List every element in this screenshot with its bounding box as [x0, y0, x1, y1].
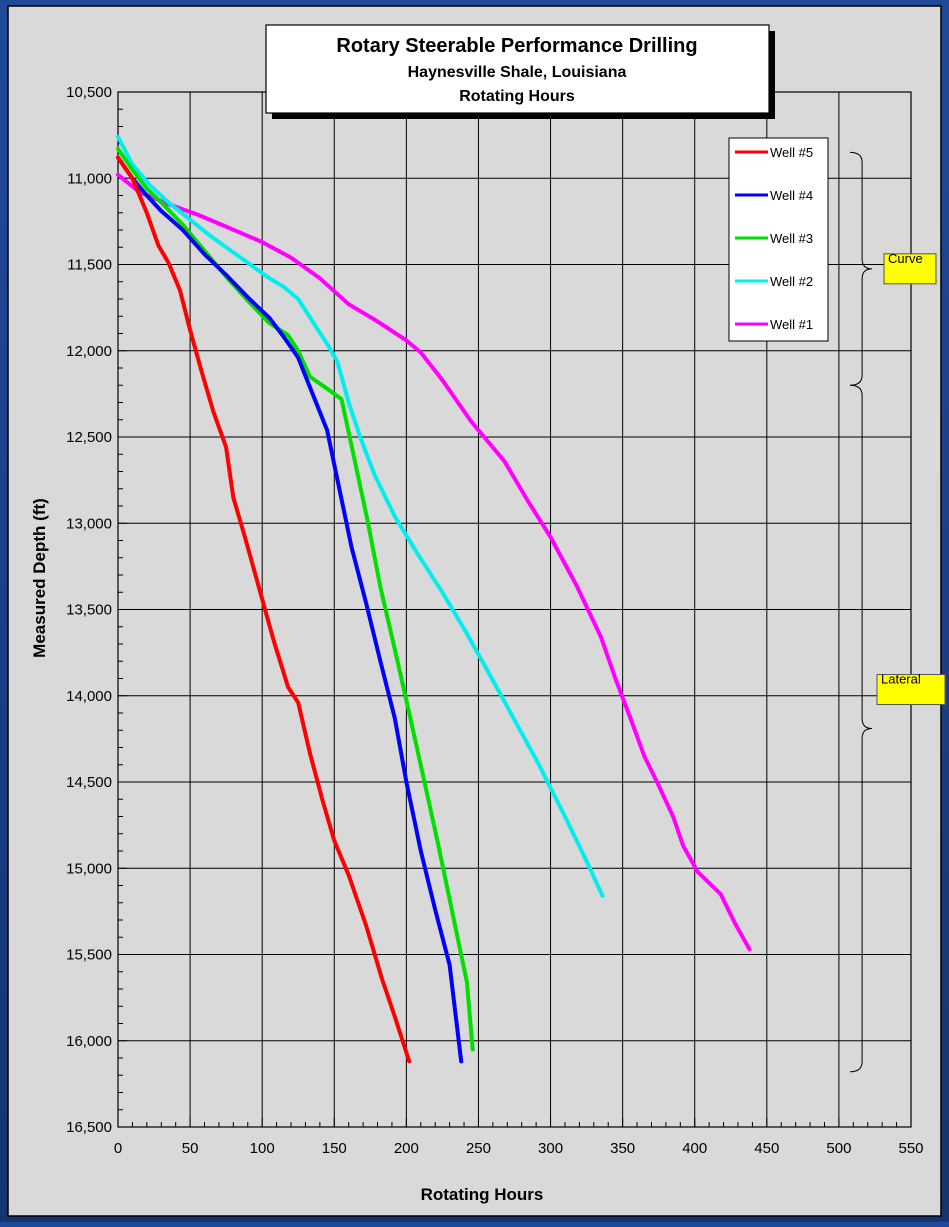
- y-tick-label: 15,000: [66, 860, 112, 877]
- x-tick-label: 150: [322, 1140, 347, 1157]
- annotation-label: Curve: [888, 251, 923, 266]
- x-tick-label: 450: [754, 1140, 779, 1157]
- x-tick-label: 500: [826, 1140, 851, 1157]
- legend-label: Well #1: [770, 317, 813, 332]
- y-tick-label: 16,000: [66, 1033, 112, 1050]
- x-tick-label: 200: [394, 1140, 419, 1157]
- legend-label: Well #3: [770, 231, 813, 246]
- legend-label: Well #5: [770, 145, 813, 160]
- series-line-well3: [116, 146, 475, 1052]
- y-tick-label: 11,500: [67, 257, 112, 274]
- y-tick-label: 11,000: [67, 170, 112, 187]
- y-tick-label: 14,000: [66, 688, 112, 705]
- chart-subtitle-1: Haynesville Shale, Louisiana: [408, 64, 627, 81]
- series-line-well5: [116, 155, 412, 1064]
- series-line-well2: [116, 134, 605, 898]
- legend-items: Well #5 Well #4 Well #3 Well #2 Well #1: [735, 145, 813, 332]
- legend-label: Well #4: [770, 188, 813, 203]
- title-box: [265, 24, 770, 114]
- y-tick-label: 12,000: [66, 343, 112, 360]
- annotation-label-box: [876, 674, 946, 706]
- legend-label: Well #2: [770, 274, 813, 289]
- series-line-well4: [116, 155, 464, 1064]
- y-tick-label: 13,000: [66, 515, 112, 532]
- minor-ticks: [117, 91, 912, 1128]
- annotation-brace: [849, 384, 873, 1073]
- chart-title: Rotary Steerable Performance Drilling: [336, 35, 697, 57]
- y-tick-label: 10,500: [66, 84, 112, 101]
- annotation-label: Lateral: [881, 672, 921, 687]
- x-tick-label: 400: [682, 1140, 707, 1157]
- x-tick-labels: 0 50 100 150 200 250 300 350 400 450 500 550: [114, 1140, 924, 1157]
- x-tick-label: 250: [466, 1140, 491, 1157]
- y-tick-labels: 10,500 11,000 11,500 12,000 12,500 13,000 13,5…: [66, 84, 112, 1136]
- y-tick-label: 16,500: [66, 1119, 112, 1136]
- annotations: Curve Lateral: [849, 151, 946, 1073]
- y-tick-label: 14,500: [66, 774, 112, 791]
- y-tick-label: 13,500: [66, 602, 112, 619]
- chart-subtitle-2: Rotating Hours: [459, 88, 575, 105]
- annotation-label-box: [883, 253, 937, 285]
- x-tick-label: 100: [250, 1140, 275, 1157]
- x-axis-label: Rotating Hours: [421, 1185, 544, 1204]
- y-axis-label: Measured Depth (ft): [30, 498, 49, 658]
- grid: [118, 92, 911, 1127]
- x-tick-label: 0: [114, 1140, 122, 1157]
- x-tick-label: 50: [182, 1140, 199, 1157]
- annotation-brace: [849, 151, 873, 386]
- x-tick-label: 550: [898, 1140, 923, 1157]
- y-tick-label: 12,500: [66, 429, 112, 446]
- series-line-well1: [116, 172, 752, 952]
- y-tick-label: 15,500: [66, 947, 112, 964]
- series-layer: [116, 134, 752, 1064]
- x-tick-label: 300: [538, 1140, 563, 1157]
- x-tick-label: 350: [610, 1140, 635, 1157]
